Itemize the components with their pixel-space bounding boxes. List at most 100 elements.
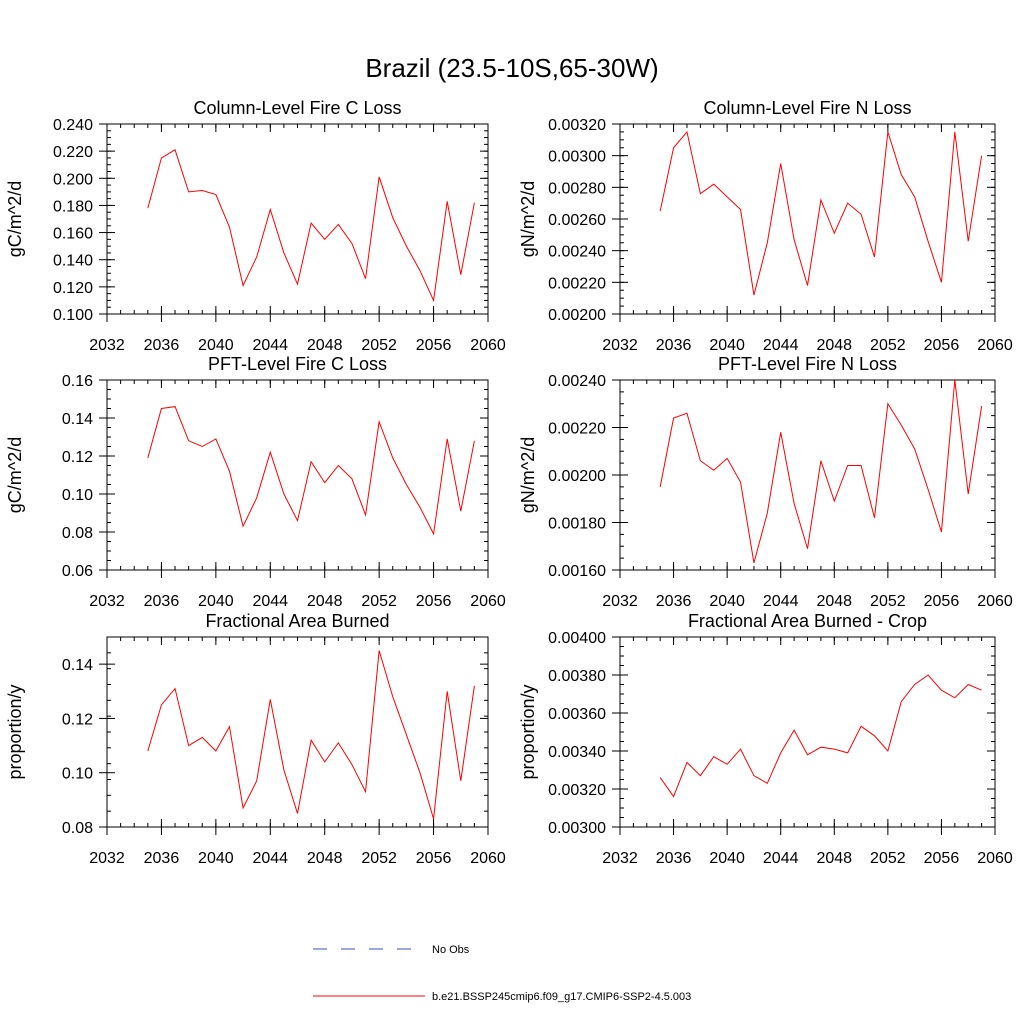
y-tick-label: 0.00240 [548,244,606,261]
x-tick-label: 2048 [307,850,343,867]
panels: Column-Level Fire C Loss gC/m^2/d 2032 2036… [5,98,1013,867]
plot-frame [106,636,489,828]
x-tick-label: 2036 [656,850,692,867]
x-tick-label: 2052 [870,337,906,354]
y-tick-label: 0.180 [53,198,93,215]
x-tick-label: 2052 [361,337,397,354]
x-tick-label: 2040 [198,593,234,610]
plot-frame [619,636,996,828]
y-tick-label: 0.00220 [548,421,606,438]
y-axis-label: gC/m^2/d [5,437,25,513]
y-axis-label: proportion/y [518,684,538,779]
y-tick-label: 0.00300 [548,820,606,837]
series-line [147,650,475,820]
x-tick-label: 2056 [416,593,452,610]
y-tick-label: 0.00280 [548,180,606,197]
panel-title: Column-Level Fire N Loss [703,98,911,118]
y-axis-label: gN/m^2/d [518,437,538,513]
series-line [659,674,982,798]
x-tick-label: 2052 [361,593,397,610]
panel-title: Fractional Area Burned [205,611,389,631]
panel-6: Fractional Area Burned - Crop proportion/… [518,611,1013,867]
panel-title: Fractional Area Burned - Crop [688,611,927,631]
x-tick-label: 2048 [307,593,343,610]
x-tick-label: 2056 [924,337,960,354]
x-tick-label: 2048 [307,337,343,354]
series-line [147,406,475,536]
x-tick-label: 2044 [252,850,288,867]
panel-5: Fractional Area Burned proportion/y 2032 20… [5,611,506,867]
y-axis-label: gC/m^2/d [5,181,25,257]
y-tick-label: 0.12 [62,711,93,728]
x-tick-label: 2052 [870,593,906,610]
x-tick-label: 2036 [144,593,180,610]
x-tick-label: 2040 [198,850,234,867]
x-tick-label: 2060 [977,850,1013,867]
x-tick-label: 2052 [361,850,397,867]
x-tick-label: 2040 [709,593,745,610]
y-axis-label: gN/m^2/d [518,181,538,257]
y-tick-label: 0.00240 [548,373,606,390]
y-tick-label: 0.00200 [548,307,606,324]
y-tick-label: 0.16 [62,373,93,390]
panel-title: PFT-Level Fire N Loss [718,354,897,374]
panel-2: Column-Level Fire N Loss gN/m^2/d 2032 2036… [518,98,1013,354]
y-tick-label: 0.00200 [548,468,606,485]
y-tick-label: 0.160 [53,226,93,243]
x-tick-label: 2056 [416,337,452,354]
x-tick-label: 2044 [763,337,799,354]
x-tick-label: 2044 [252,593,288,610]
x-tick-label: 2044 [252,337,288,354]
plot-frame [106,123,489,315]
x-tick-label: 2052 [870,850,906,867]
x-tick-label: 2032 [89,850,125,867]
x-tick-label: 2036 [656,593,692,610]
panel-4: PFT-Level Fire N Loss gN/m^2/d 2032 2036 204… [518,354,1013,610]
x-tick-label: 2044 [763,593,799,610]
y-tick-label: 0.140 [53,253,93,270]
y-tick-label: 0.00160 [548,563,606,580]
y-tick-label: 0.200 [53,171,93,188]
y-tick-label: 0.00380 [548,668,606,685]
y-tick-label: 0.00360 [548,706,606,723]
x-tick-label: 2056 [924,850,960,867]
x-tick-label: 2060 [470,850,506,867]
x-tick-label: 2060 [470,337,506,354]
y-tick-label: 0.10 [62,766,93,783]
legend-model-label: b.e21.BSSP245cmip6.f09_g17.CMIP6-SSP2-4.… [432,991,691,1003]
x-tick-label: 2048 [816,593,852,610]
x-tick-label: 2036 [144,850,180,867]
x-tick-label: 2036 [656,337,692,354]
plot-frame [619,379,996,571]
x-tick-label: 2044 [763,850,799,867]
y-tick-label: 0.12 [62,449,93,466]
series-line [659,130,983,296]
y-tick-label: 0.10 [62,487,93,504]
legend-no-obs-label: No Obs [432,944,470,956]
x-tick-label: 2032 [602,850,638,867]
x-tick-label: 2040 [198,337,234,354]
panel-3: PFT-Level Fire C Loss gC/m^2/d 2032 2036 204… [5,354,506,610]
x-tick-label: 2032 [89,593,125,610]
panel-title: Column-Level Fire C Loss [193,98,401,118]
y-tick-label: 0.14 [62,657,93,674]
y-tick-label: 0.14 [62,411,93,428]
y-tick-label: 0.220 [53,144,93,161]
plot-frame [106,379,489,571]
x-tick-label: 2056 [924,593,960,610]
x-tick-label: 2048 [816,850,852,867]
y-tick-label: 0.00180 [548,516,606,533]
y-tick-label: 0.00400 [548,630,606,647]
x-tick-label: 2036 [144,337,180,354]
x-tick-label: 2040 [709,850,745,867]
y-tick-label: 0.00320 [548,782,606,799]
x-tick-label: 2040 [709,337,745,354]
y-tick-label: 0.00320 [548,117,606,134]
series-line [147,149,475,303]
y-tick-label: 0.100 [53,307,93,324]
y-tick-label: 0.00340 [548,744,606,761]
x-tick-label: 2048 [816,337,852,354]
x-tick-label: 2032 [89,337,125,354]
